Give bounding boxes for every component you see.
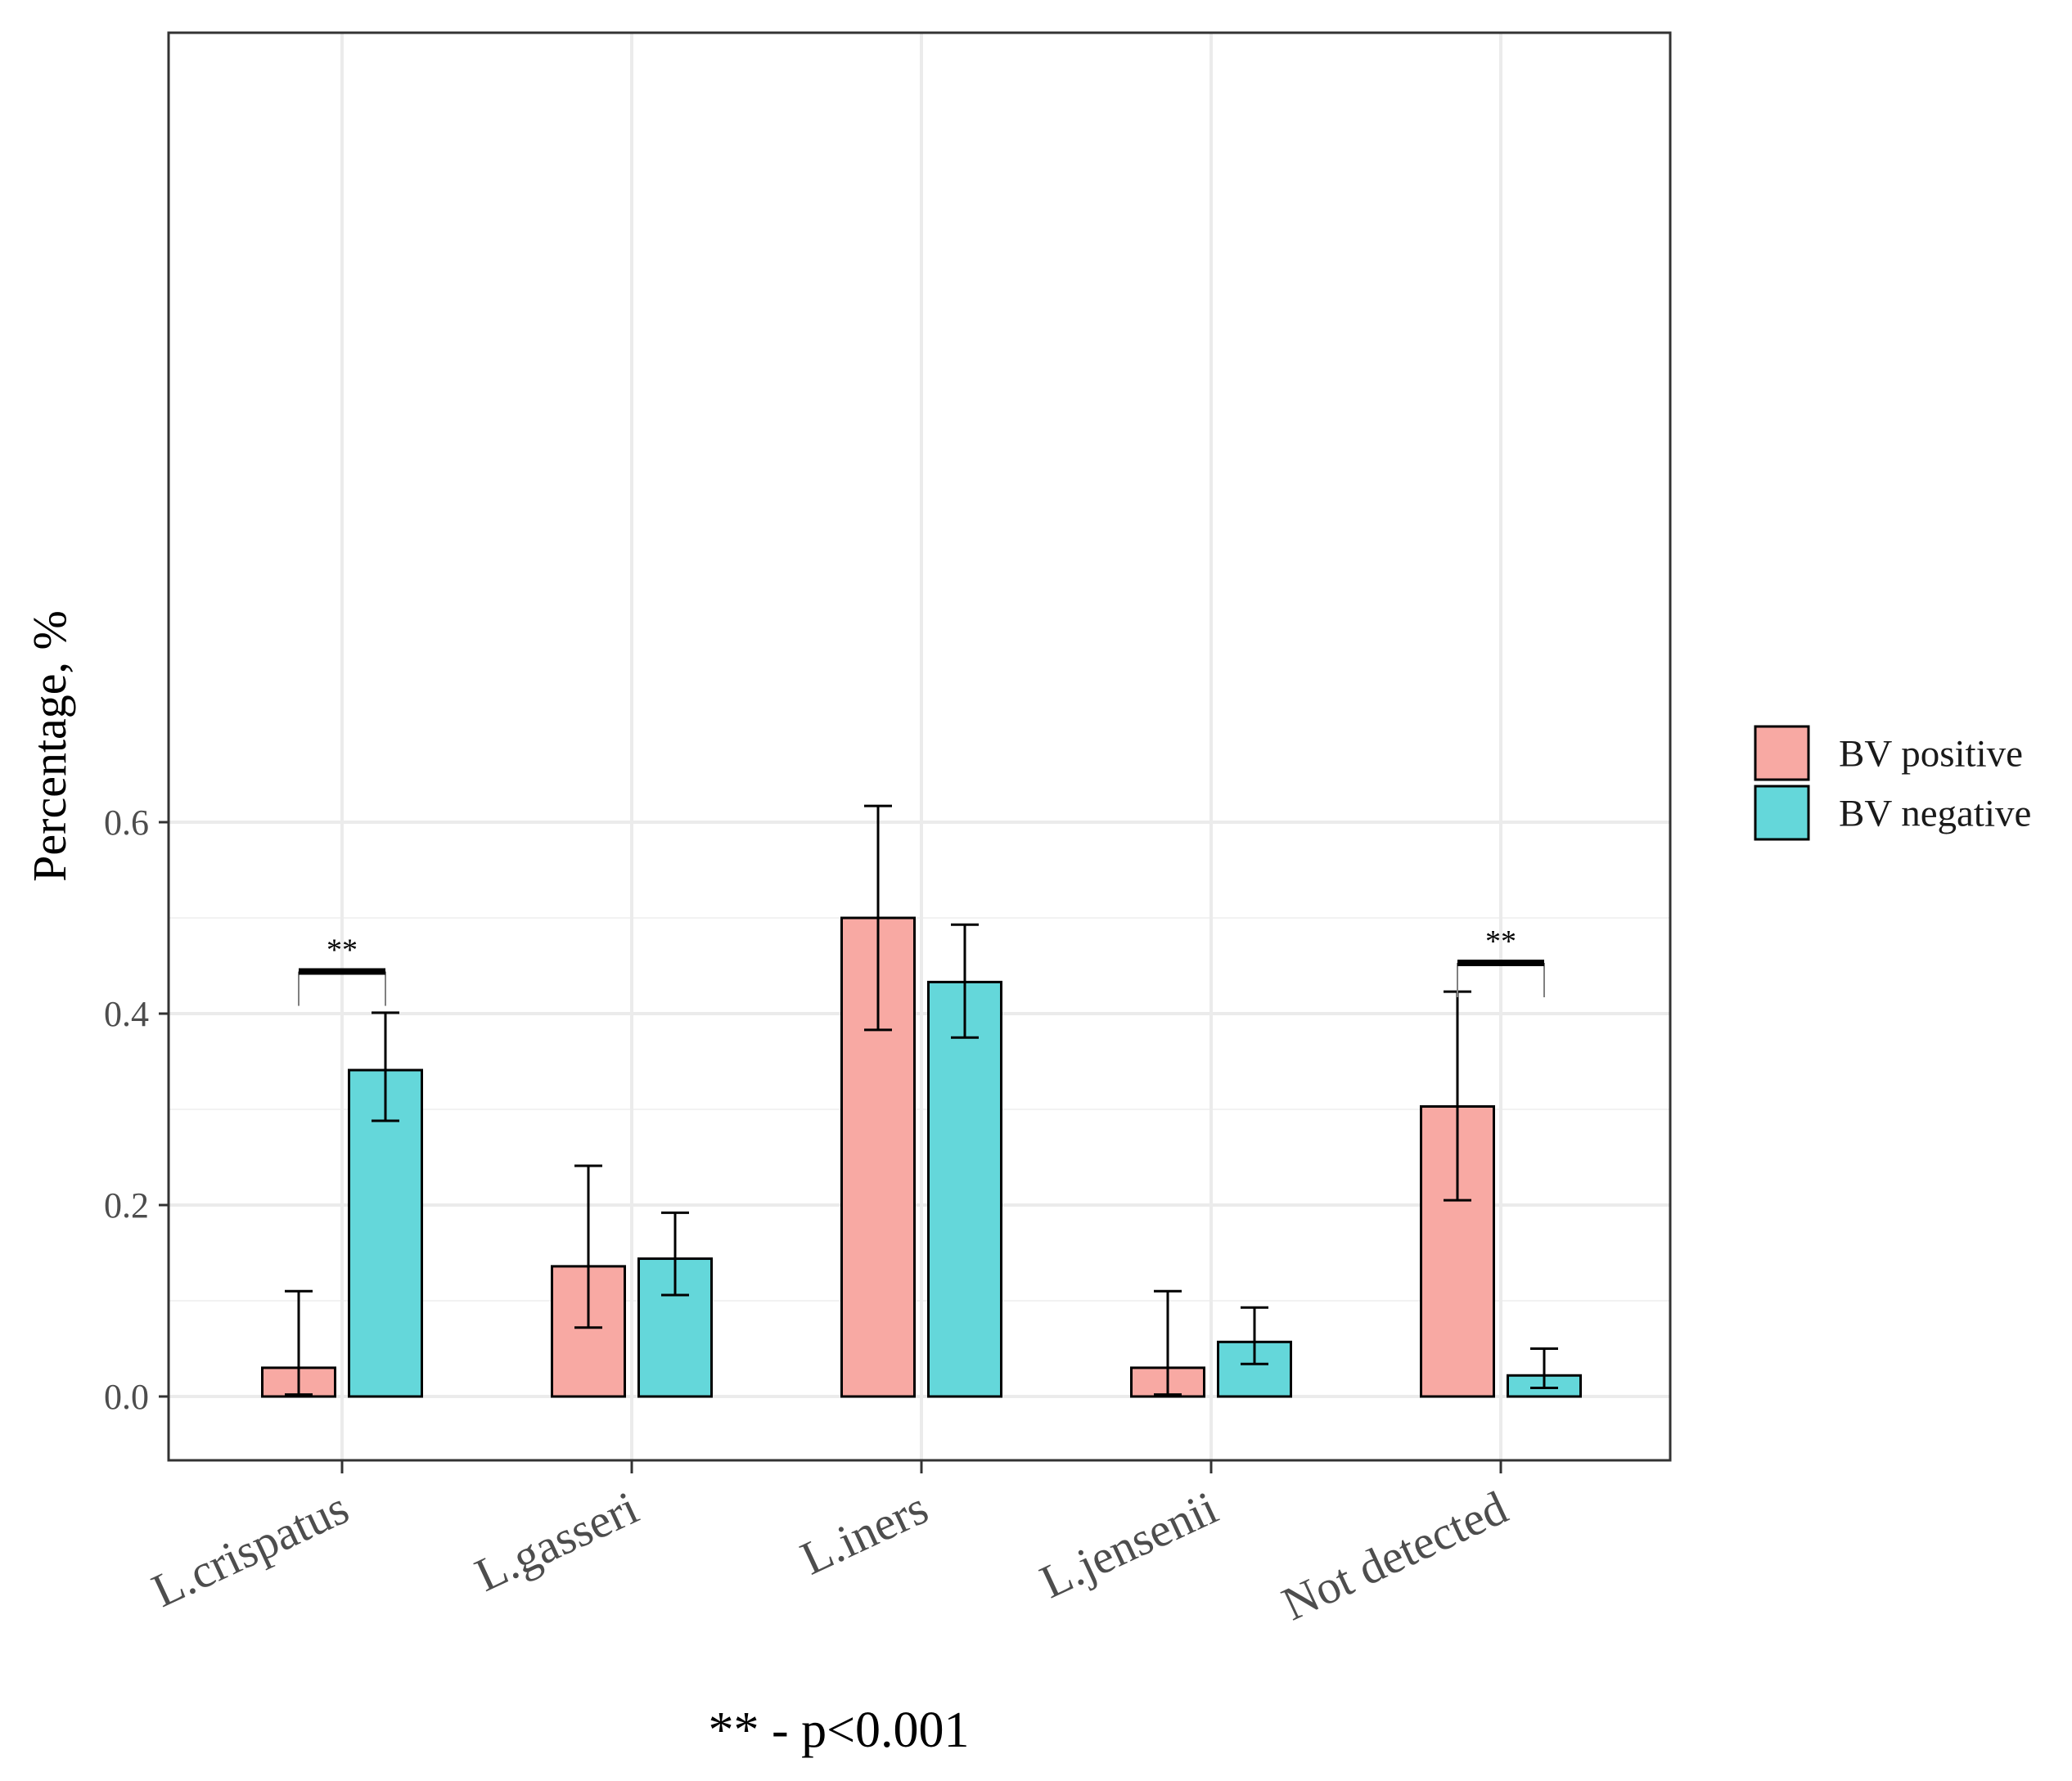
x-tick-label: L.gasseri <box>467 1481 646 1602</box>
x-tick-label: L.jensenii <box>1032 1481 1225 1608</box>
bar <box>927 980 1002 1398</box>
x-tick-label: Not detected <box>1274 1481 1516 1630</box>
legend: BV positive BV negative <box>1754 725 2031 841</box>
bar <box>348 1068 423 1398</box>
significance-label: ** <box>327 933 358 968</box>
plot-border <box>167 31 1672 1462</box>
error-bars <box>285 804 1558 1396</box>
legend-label: BV positive <box>1839 733 2023 776</box>
footnote: ** - p<0.001 <box>708 1702 969 1758</box>
y-tick-label: 0.4 <box>104 994 149 1034</box>
bars <box>261 916 1582 1398</box>
x-axis-ticks: L.crispatus L.gasseri L.iners L.jensenii Not… <box>144 1460 1516 1630</box>
significance-label: ** <box>1485 924 1516 959</box>
y-tick-label: 0.6 <box>104 803 149 843</box>
legend-key <box>1754 725 1810 781</box>
legend-label: BV negative <box>1839 793 2031 835</box>
y-tick-label: 0.0 <box>104 1377 149 1417</box>
significance-markers: ** ** <box>298 924 1545 1006</box>
x-tick-label: L.crispatus <box>144 1481 357 1617</box>
gridlines-x <box>340 33 1502 1460</box>
legend-key <box>1754 785 1810 841</box>
y-axis-label: Percentage, % <box>23 610 76 882</box>
x-tick-label: L.iners <box>793 1481 936 1585</box>
y-tick-label: 0.2 <box>104 1185 149 1226</box>
y-axis-ticks: 0.0 0.2 0.4 0.6 <box>104 803 169 1417</box>
